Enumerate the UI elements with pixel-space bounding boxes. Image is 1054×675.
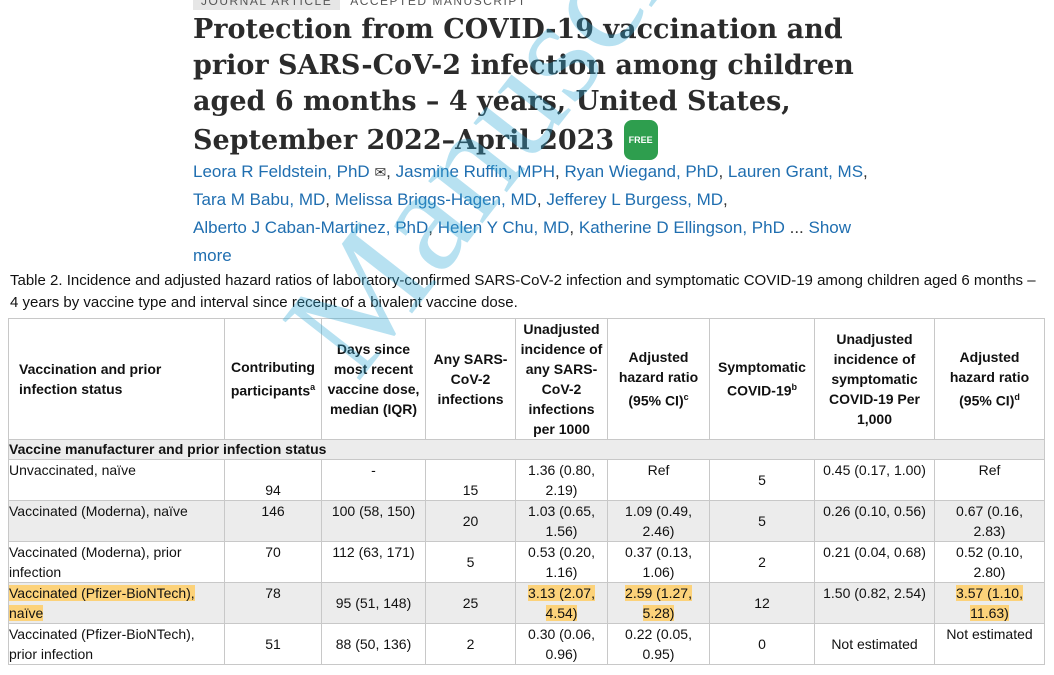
table-row: Vaccinated (Moderna), prior infection 70… (8, 541, 1045, 583)
author-ellipsis: ... (789, 218, 804, 237)
cell-status: Vaccinated (Pfizer-BioNTech), prior infe… (8, 623, 225, 665)
author-link[interactable]: Lauren Grant, MS (727, 162, 864, 181)
cell-days: - (321, 459, 426, 501)
cell-unadjusted-any: 1.03 (0.65, 1.56) (515, 500, 608, 542)
cell-unadjusted-any: 0.53 (0.20, 1.16) (515, 541, 608, 583)
header-symptomatic: Symptomatic COVID-19b (709, 318, 815, 440)
cell-unadjusted-symptomatic: 0.21 (0.04, 0.68) (814, 541, 935, 583)
manuscript-status: ACCEPTED MANUSCRIPT (350, 0, 527, 8)
cell-days: 88 (50, 136) (321, 623, 426, 665)
table-header-row: Vaccination and prior infection status C… (8, 318, 1045, 440)
author-link[interactable]: Jefferey L Burgess, MD (546, 190, 724, 209)
author-link[interactable]: Ryan Wiegand, PhD (564, 162, 719, 181)
table-row: Vaccinated (Moderna), naïve 146 100 (58,… (8, 500, 1045, 542)
cell-adjusted-symptomatic: Not estimated (934, 623, 1045, 665)
cell-unadjusted-symptomatic: Not estimated (814, 623, 935, 665)
cell-days: 112 (63, 171) (321, 541, 426, 583)
cell-participants: 94 (224, 459, 322, 501)
cell-infections: 25 (425, 582, 516, 624)
table-row: Vaccinated (Pfizer-BioNTech), naïve 78 9… (8, 582, 1045, 624)
cell-status: Vaccinated (Moderna), prior infection (8, 541, 225, 583)
author-link[interactable]: Leora R Feldstein, PhD (193, 162, 370, 181)
cell-days: 100 (58, 150) (321, 500, 426, 542)
cell-participants: 146 (224, 500, 322, 542)
cell-unadjusted-symptomatic: 1.50 (0.82, 2.54) (814, 582, 935, 624)
cell-adjusted-symptomatic: 0.67 (0.16, 2.83) (934, 500, 1045, 542)
article-type-row: JOURNAL ARTICLE ACCEPTED MANUSCRIPT (193, 0, 527, 10)
cell-adjusted-any: 2.59 (1.27, 5.28) (607, 582, 710, 624)
cell-infections: 20 (425, 500, 516, 542)
header-participants: Contributing participantsa (224, 318, 322, 440)
cell-participants: 78 (224, 582, 322, 624)
cell-adjusted-symptomatic: 0.52 (0.10, 2.80) (934, 541, 1045, 583)
cell-unadjusted-any: 1.36 (0.80, 2.19) (515, 459, 608, 501)
author-link[interactable]: Alberto J Caban-Martinez, PhD (193, 218, 429, 237)
cell-adjusted-any: Ref (607, 459, 710, 501)
cell-participants: 70 (224, 541, 322, 583)
cell-infections: 15 (425, 459, 516, 501)
cell-participants: 51 (224, 623, 322, 665)
highlighted-value: 3.57 (1.10, 11.63) (956, 585, 1023, 621)
show-more-link[interactable]: Show more (193, 218, 852, 265)
cell-status: Vaccinated (Moderna), naïve (8, 500, 225, 542)
cell-symptomatic: 2 (709, 541, 815, 583)
cell-status: Vaccinated (Pfizer-BioNTech), naïve (8, 582, 225, 624)
article-title: Protection from COVID-19 vaccination and… (193, 12, 893, 160)
header-adjusted-symptomatic: Adjusted hazard ratio (95% CI)d (934, 318, 1045, 440)
article-title-text: Protection from COVID-19 vaccination and… (193, 14, 854, 156)
header-unadjusted-any: Unadjusted incidence of any SARS-CoV-2 i… (515, 318, 608, 440)
cell-adjusted-symptomatic: Ref (934, 459, 1045, 501)
cell-infections: 5 (425, 541, 516, 583)
free-access-icon: FREE (623, 120, 658, 160)
cell-unadjusted-symptomatic: 0.26 (0.10, 0.56) (814, 500, 935, 542)
cell-unadjusted-any: 0.30 (0.06, 0.96) (515, 623, 608, 665)
cell-adjusted-symptomatic: 3.57 (1.10, 11.63) (934, 582, 1045, 624)
author-link[interactable]: Tara M Babu, MD (193, 190, 326, 209)
table-row: Unvaccinated, naïve 94 - 15 1.36 (0.80, … (8, 459, 1045, 501)
cell-days: 95 (51, 148) (321, 582, 426, 624)
header-days: Days since most recent vaccine dose, med… (321, 318, 426, 440)
header-unadjusted-symptomatic: Unadjusted incidence of symptomatic COVI… (814, 318, 935, 440)
section-label: Vaccine manufacturer and prior infection… (8, 439, 1045, 460)
author-link[interactable]: Helen Y Chu, MD (437, 218, 570, 237)
header-adjusted-any: Adjusted hazard ratio (95% CI)c (607, 318, 710, 440)
table-section-row: Vaccine manufacturer and prior infection… (8, 439, 1045, 460)
table-row: Vaccinated (Pfizer-BioNTech), prior infe… (8, 623, 1045, 665)
author-link[interactable]: Katherine D Ellingson, PhD (578, 218, 785, 237)
cell-unadjusted-symptomatic: 0.45 (0.17, 1.00) (814, 459, 935, 501)
envelope-icon[interactable]: ✉ (374, 164, 387, 180)
cell-symptomatic: 0 (709, 623, 815, 665)
results-table: Vaccination and prior infection status C… (8, 318, 1045, 665)
cell-symptomatic: 12 (709, 582, 815, 624)
cell-adjusted-any: 0.37 (0.13, 1.06) (607, 541, 710, 583)
highlighted-value: 3.13 (2.07, 4.54) (528, 585, 595, 621)
cell-symptomatic: 5 (709, 459, 815, 501)
header-infections: Any SARS-CoV-2 infections (425, 318, 516, 440)
cell-status: Unvaccinated, naïve (8, 459, 225, 501)
highlighted-value: 2.59 (1.27, 5.28) (625, 585, 692, 621)
highlighted-status: Vaccinated (Pfizer-BioNTech), naïve (9, 585, 195, 621)
cell-adjusted-any: 1.09 (0.49, 2.46) (607, 500, 710, 542)
author-link[interactable]: Jasmine Ruffin, MPH (395, 162, 555, 181)
header-status: Vaccination and prior infection status (8, 318, 225, 440)
article-type-badge: JOURNAL ARTICLE (193, 0, 341, 10)
cell-unadjusted-any: 3.13 (2.07, 4.54) (515, 582, 608, 624)
cell-adjusted-any: 0.22 (0.05, 0.95) (607, 623, 710, 665)
cell-symptomatic: 5 (709, 500, 815, 542)
author-list: Leora R Feldstein, PhD ✉, Jasmine Ruffin… (193, 162, 868, 265)
table-caption: Table 2. Incidence and adjusted hazard r… (10, 272, 1036, 311)
cell-infections: 2 (425, 623, 516, 665)
author-link[interactable]: Melissa Briggs-Hagen, MD (334, 190, 537, 209)
